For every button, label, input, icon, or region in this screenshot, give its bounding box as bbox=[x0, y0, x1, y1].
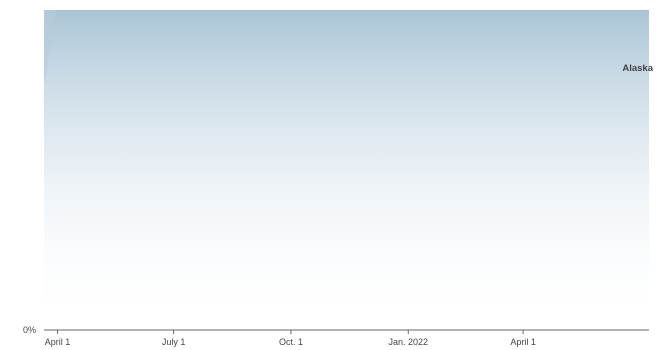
x-tick-label: April 1 bbox=[45, 337, 71, 347]
x-tick-label: Oct. 1 bbox=[279, 337, 303, 347]
annotations: July 15, 2021Oct 23, 2021Jan 6, 2022June… bbox=[622, 63, 653, 74]
x-tick-label: April 1 bbox=[510, 337, 536, 347]
x-tick-label: July 1 bbox=[162, 337, 186, 347]
y-tick-label: 0% bbox=[23, 325, 36, 335]
series-name-label: Alaska bbox=[622, 63, 653, 74]
x-tick-label: Jan. 2022 bbox=[389, 337, 429, 347]
plot-background bbox=[44, 10, 649, 330]
plot-area bbox=[44, 10, 649, 330]
